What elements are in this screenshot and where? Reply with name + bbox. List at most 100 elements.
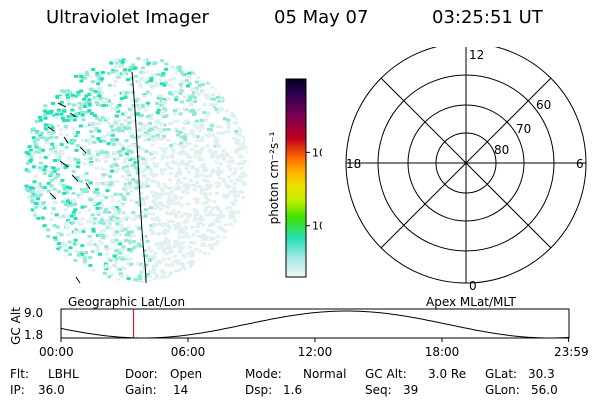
uv-pixel <box>116 109 121 113</box>
uv-pixel <box>118 272 123 276</box>
uv-pixel <box>228 222 233 226</box>
uv-pixel <box>46 234 51 238</box>
uv-pixel <box>242 182 247 186</box>
uv-pixel <box>207 96 212 100</box>
uv-pixel <box>126 156 131 160</box>
uv-pixel <box>210 124 214 128</box>
uv-pixel <box>189 179 193 183</box>
uv-pixel <box>120 65 125 69</box>
uv-pixel <box>148 92 153 96</box>
uv-pixel <box>239 166 244 170</box>
uv-pixel <box>159 146 164 150</box>
uv-pixel <box>127 121 132 125</box>
uv-pixel <box>109 181 114 185</box>
uv-pixel <box>152 264 156 268</box>
uv-pixel <box>42 206 47 210</box>
uv-pixel <box>54 135 59 139</box>
uv-pixel <box>142 162 147 166</box>
uv-pixel <box>43 165 48 168</box>
uv-pixel <box>139 70 144 74</box>
uv-pixel <box>166 138 171 142</box>
uv-pixel <box>243 139 248 143</box>
uv-pixel <box>200 147 205 151</box>
colorbar: 100 10 photon cm⁻²s⁻¹ <box>267 78 322 278</box>
uv-pixel <box>24 150 29 154</box>
uv-pixel <box>84 110 89 114</box>
uv-pixel <box>72 132 76 136</box>
uv-pixel <box>90 213 95 217</box>
uv-pixel <box>223 196 228 199</box>
uv-pixel <box>101 222 106 226</box>
uv-pixel <box>82 227 87 231</box>
uv-pixel <box>114 257 119 261</box>
uv-pixel <box>176 66 181 70</box>
uv-pixel <box>150 137 155 141</box>
uv-pixel <box>234 148 239 152</box>
uv-pixel <box>144 263 149 267</box>
uv-pixel <box>42 109 47 113</box>
uv-pixel <box>37 115 42 119</box>
uv-pixel <box>91 268 96 272</box>
uv-pixel <box>168 212 172 216</box>
uv-pixel <box>207 134 211 138</box>
uv-pixel <box>157 137 161 141</box>
uv-pixel <box>71 127 76 131</box>
uv-pixel <box>198 156 203 159</box>
uv-pixel <box>230 172 235 176</box>
uv-pixel <box>223 236 227 240</box>
uv-pixel <box>240 134 245 138</box>
uv-pixel <box>188 155 192 159</box>
uv-pixel <box>226 126 231 130</box>
uv-pixel <box>107 256 112 260</box>
uv-pixel <box>137 97 142 100</box>
uv-pixel <box>190 87 195 91</box>
uv-pixel <box>91 155 96 159</box>
uv-pixel <box>73 94 78 98</box>
uv-pixel <box>83 125 88 129</box>
uv-pixel <box>180 246 185 250</box>
uv-pixel <box>26 195 31 199</box>
uv-pixel <box>178 112 183 116</box>
uv-pixel <box>82 102 87 106</box>
uv-pixel <box>141 127 146 131</box>
uv-pixel <box>220 228 225 232</box>
uv-pixel <box>198 249 203 253</box>
uv-pixel <box>195 201 200 204</box>
param-value: 30.3 <box>528 367 555 381</box>
uv-pixel <box>211 237 216 240</box>
uv-pixel <box>142 249 147 253</box>
uv-pixel <box>193 152 198 156</box>
uv-pixel <box>205 144 210 148</box>
uv-pixel <box>214 88 219 92</box>
uv-pixel <box>184 140 189 144</box>
uv-pixel <box>45 129 50 133</box>
uv-pixel <box>91 80 95 84</box>
uv-pixel <box>125 274 130 278</box>
uv-pixel <box>200 158 205 162</box>
uv-pixel <box>189 254 194 258</box>
uv-pixel <box>169 78 173 82</box>
uv-pixel <box>97 77 102 81</box>
uv-pixel <box>195 212 199 216</box>
uv-pixel <box>111 69 116 73</box>
uv-pixel <box>148 255 153 259</box>
uv-pixel <box>191 252 196 256</box>
uv-pixel <box>192 124 197 128</box>
uv-pixel <box>179 214 184 218</box>
uv-pixel <box>133 278 138 282</box>
uv-pixel <box>76 193 81 197</box>
uv-pixel <box>138 277 142 281</box>
uv-pixel <box>83 251 88 255</box>
uv-pixel <box>204 188 209 191</box>
terminator-line <box>131 71 147 284</box>
altitude-xtick-label: 00:00 <box>39 345 74 359</box>
uv-pixel <box>234 132 239 135</box>
uv-pixel <box>236 133 241 137</box>
uv-pixel <box>100 116 105 120</box>
uv-pixel <box>222 149 226 153</box>
uv-pixel <box>183 138 187 141</box>
uv-pixel <box>83 157 88 161</box>
uv-pixel <box>74 227 79 231</box>
uv-pixel <box>136 155 141 159</box>
uv-pixel <box>179 242 184 246</box>
